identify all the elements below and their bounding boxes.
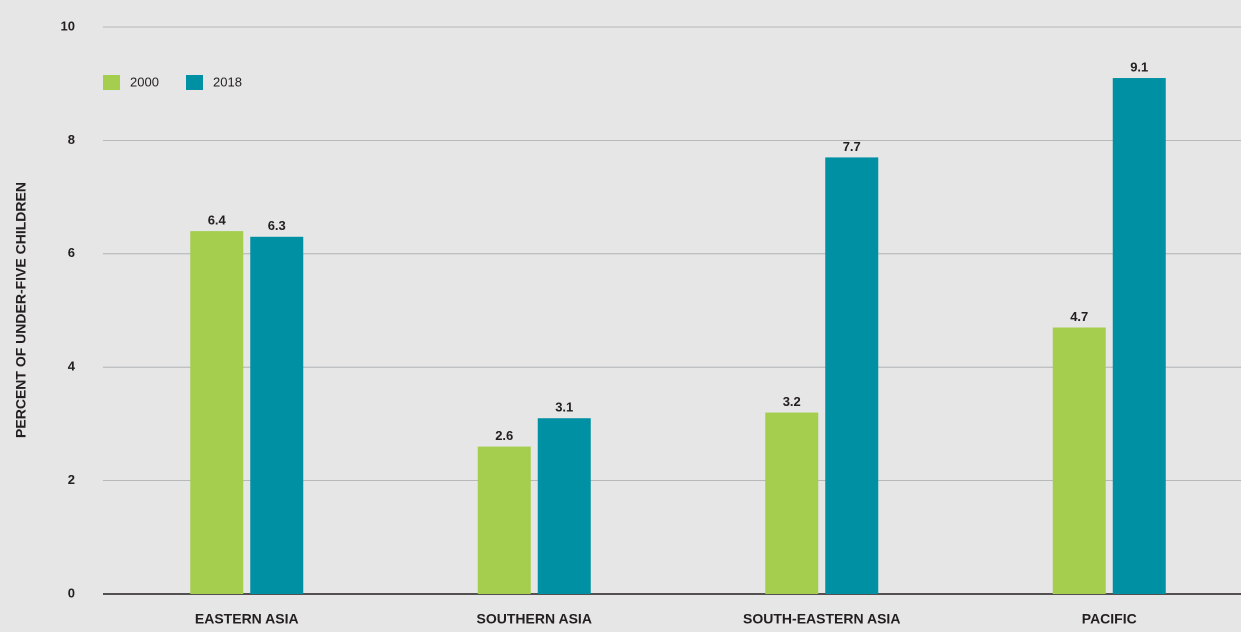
x-tick-label: SOUTHERN ASIA [477, 611, 592, 627]
bar [825, 157, 879, 594]
y-tick-label: 2 [68, 472, 75, 487]
bar [537, 418, 591, 594]
x-tick-label: SOUTH-EASTERN ASIA [743, 611, 900, 627]
y-tick-label: 4 [68, 359, 76, 374]
bar [477, 446, 531, 594]
bar [765, 412, 819, 594]
x-tick-label: EASTERN ASIA [195, 611, 299, 627]
y-axis-label: PERCENT OF UNDER-FIVE CHILDREN [13, 182, 29, 438]
legend-swatch [103, 75, 120, 90]
value-label: 6.4 [208, 213, 227, 228]
x-tick-label: PACIFIC [1082, 611, 1137, 627]
value-label: 3.2 [783, 394, 801, 409]
value-label: 3.1 [555, 400, 573, 415]
y-tick-label: 10 [61, 18, 75, 33]
bar [250, 236, 304, 595]
value-label: 4.7 [1070, 309, 1088, 324]
bar [190, 231, 244, 594]
value-label: 2.6 [495, 428, 513, 443]
y-tick-label: 8 [68, 132, 75, 147]
value-label: 9.1 [1130, 59, 1148, 74]
legend-label: 2000 [130, 74, 159, 89]
bar [1112, 78, 1166, 594]
legend-swatch [186, 75, 203, 90]
y-tick-label: 6 [68, 245, 75, 260]
value-label: 6.3 [268, 218, 286, 233]
value-label: 7.7 [843, 139, 861, 154]
legend-label: 2018 [213, 74, 242, 89]
y-tick-label: 0 [68, 585, 75, 600]
bar [1052, 327, 1106, 594]
